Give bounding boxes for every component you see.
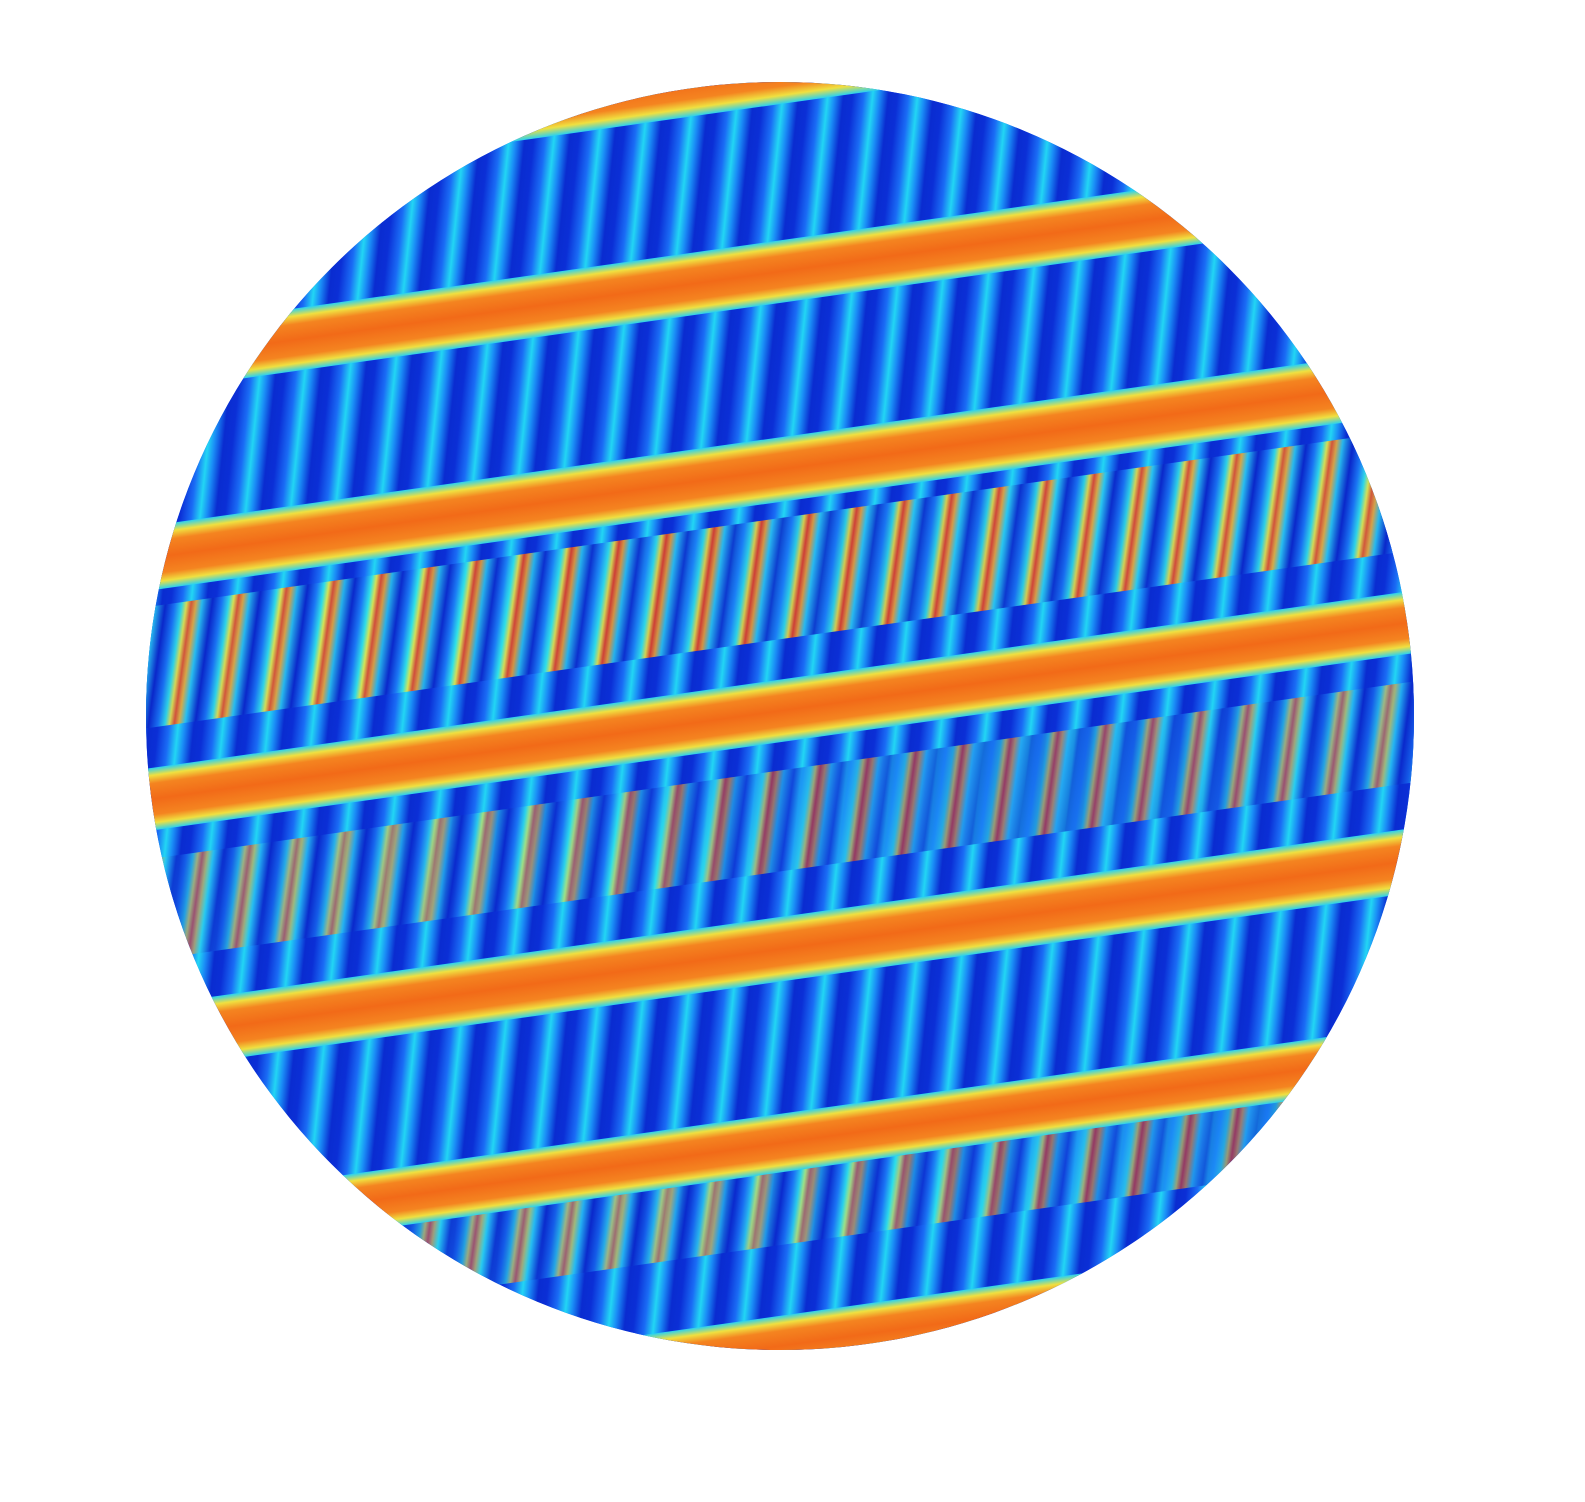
orange-band [146, 566, 1414, 851]
hot-row [146, 407, 1414, 750]
orange-band [146, 328, 1414, 615]
orange-band [146, 798, 1414, 1085]
orange-band [146, 992, 1414, 1273]
orange-band [146, 135, 1414, 420]
hot-row [146, 655, 1414, 978]
hot-row [146, 1031, 1414, 1344]
